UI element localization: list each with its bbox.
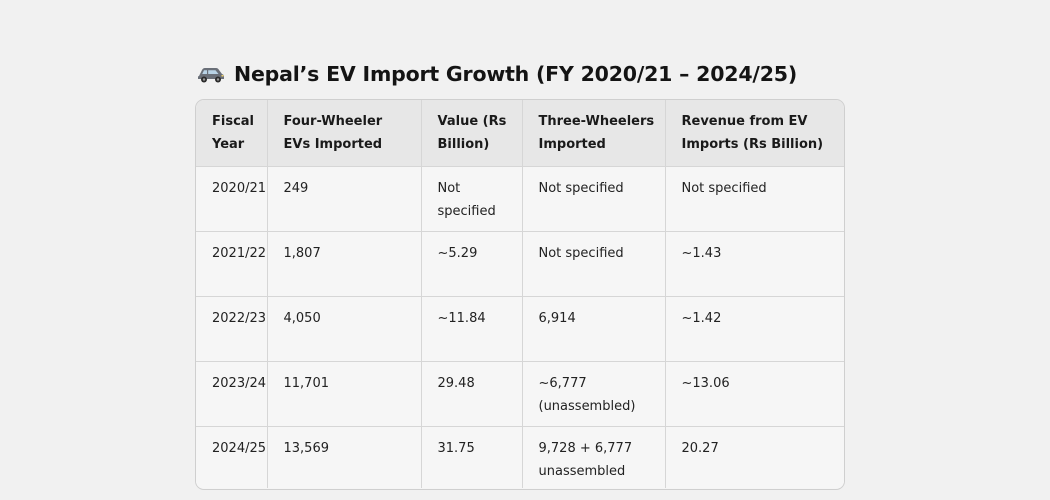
cell-three-wheeler: 9,728 + 6,777 unassembled [522, 426, 666, 488]
cell-revenue: ~13.06 [665, 361, 844, 427]
cell-value: Not specified [421, 166, 523, 232]
table-row: 2024/25 13,569 31.75 9,728 + 6,777 unass… [196, 426, 844, 488]
cell-four-wheeler: 249 [267, 166, 422, 232]
header-revenue: Revenue from EV Imports (Rs Billion) [665, 100, 844, 167]
car-icon [196, 64, 226, 84]
table-row: 2023/24 11,701 29.48 ~6,777 (unassembled… [196, 361, 844, 427]
cell-four-wheeler: 11,701 [267, 361, 422, 427]
cell-value: 29.48 [421, 361, 523, 427]
cell-revenue: Not specified [665, 166, 844, 232]
cell-revenue: ~1.42 [665, 296, 844, 362]
cell-fiscal-year: 2024/25 [196, 426, 268, 488]
cell-fiscal-year: 2020/21 [196, 166, 268, 232]
cell-value: ~5.29 [421, 231, 523, 297]
cell-fiscal-year: 2022/23 [196, 296, 268, 362]
header-value: Value (Rs Billion) [421, 100, 523, 167]
table-header-row: Fiscal Year Four-Wheeler EVs Imported Va… [196, 100, 844, 167]
cell-value: ~11.84 [421, 296, 523, 362]
page-title: Nepal’s EV Import Growth (FY 2020/21 – 2… [234, 62, 797, 86]
cell-three-wheeler: Not specified [522, 166, 666, 232]
cell-four-wheeler: 1,807 [267, 231, 422, 297]
table-row: 2020/21 249 Not specified Not specified … [196, 166, 844, 232]
cell-three-wheeler: Not specified [522, 231, 666, 297]
table-row: 2021/22 1,807 ~5.29 Not specified ~1.43 [196, 231, 844, 297]
cell-revenue: 20.27 [665, 426, 844, 488]
cell-fiscal-year: 2021/22 [196, 231, 268, 297]
cell-three-wheeler: ~6,777 (unassembled) [522, 361, 666, 427]
data-table: Fiscal Year Four-Wheeler EVs Imported Va… [196, 100, 844, 488]
header-three-wheelers: Three-Wheelers Imported [522, 100, 666, 167]
ev-import-table: Fiscal Year Four-Wheeler EVs Imported Va… [195, 99, 845, 490]
title-row: Nepal’s EV Import Growth (FY 2020/21 – 2… [196, 58, 797, 90]
header-fiscal-year: Fiscal Year [196, 100, 268, 167]
cell-four-wheeler: 13,569 [267, 426, 422, 488]
cell-value: 31.75 [421, 426, 523, 488]
cell-four-wheeler: 4,050 [267, 296, 422, 362]
cell-three-wheeler: 6,914 [522, 296, 666, 362]
table-row: 2022/23 4,050 ~11.84 6,914 ~1.42 [196, 296, 844, 362]
header-four-wheeler-evs: Four-Wheeler EVs Imported [267, 100, 422, 167]
cell-fiscal-year: 2023/24 [196, 361, 268, 427]
cell-revenue: ~1.43 [665, 231, 844, 297]
